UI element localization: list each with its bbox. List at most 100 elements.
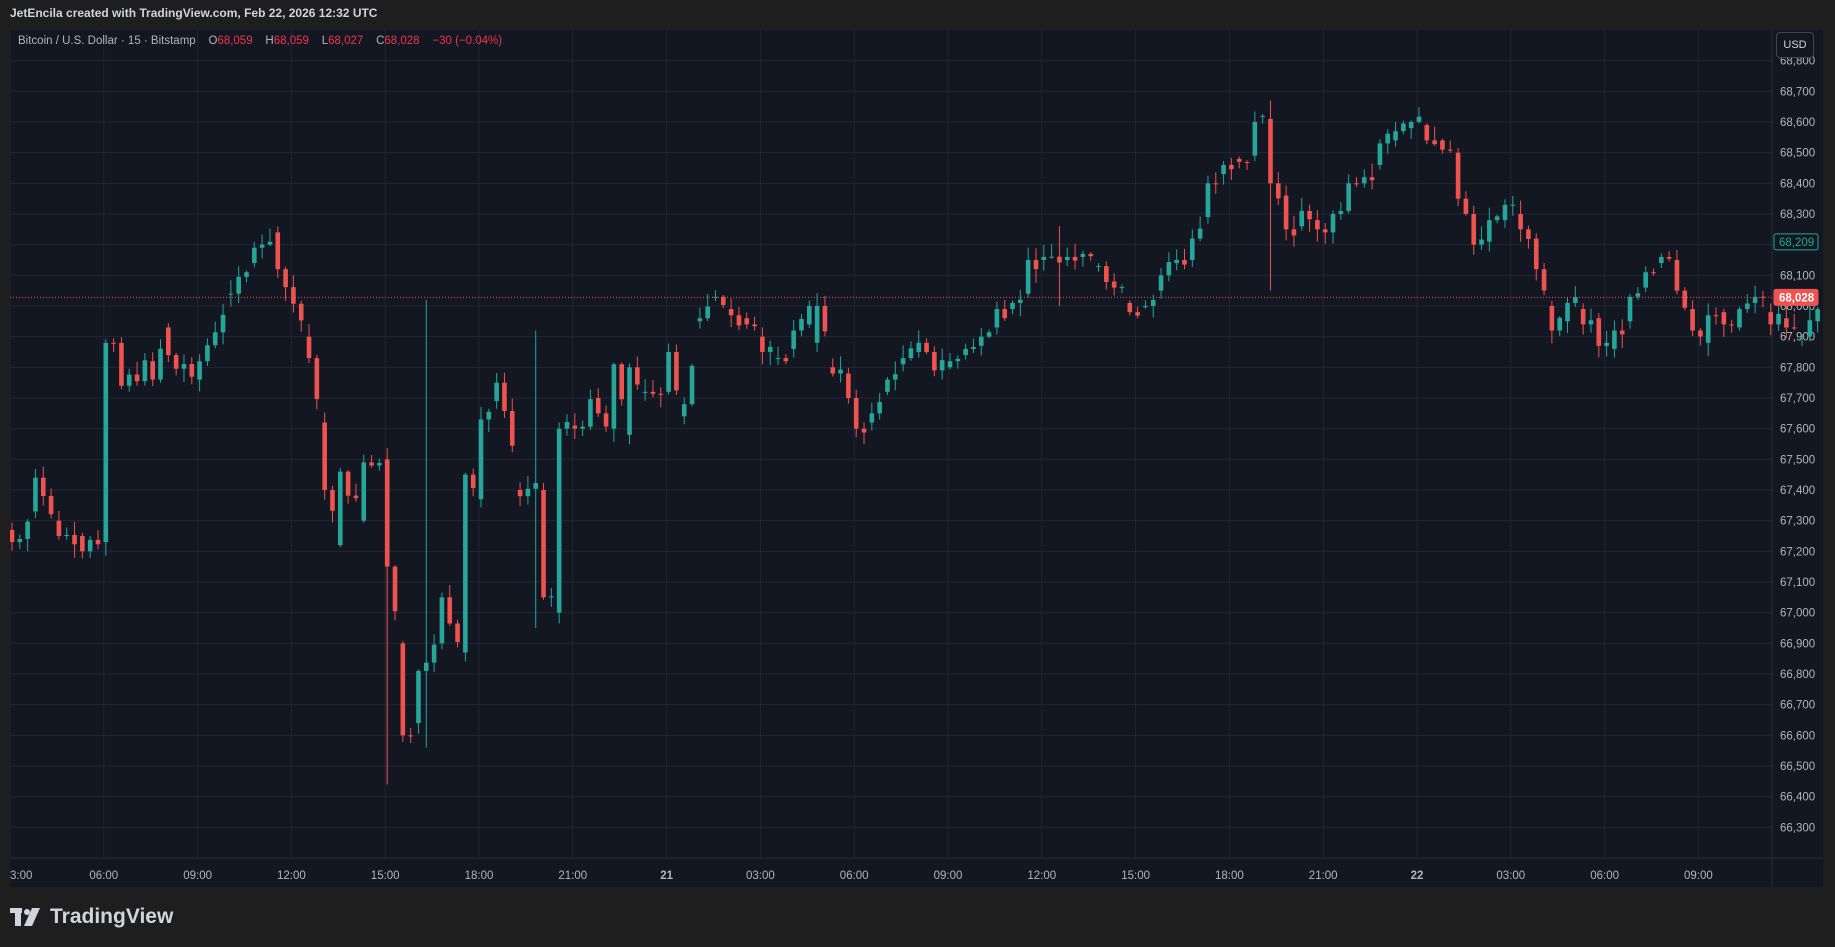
candle-body[interactable] (400, 643, 406, 736)
candle-body[interactable] (971, 346, 976, 349)
candle-body[interactable] (455, 623, 460, 643)
candle-body[interactable] (517, 490, 523, 497)
candle-body[interactable] (955, 358, 961, 362)
candle-body[interactable] (861, 428, 867, 433)
candle-body[interactable] (197, 361, 202, 380)
candle-body[interactable] (1236, 158, 1242, 162)
candle-body[interactable] (1283, 195, 1289, 230)
candle-body[interactable] (150, 361, 155, 380)
candle-body[interactable] (1260, 115, 1265, 117)
candle-body[interactable] (744, 318, 750, 325)
candle-body[interactable] (1299, 210, 1305, 227)
candle-body[interactable] (1104, 266, 1109, 282)
tradingview-brand[interactable]: TradingView (10, 905, 173, 929)
candle-body[interactable] (119, 342, 124, 386)
candle-body[interactable] (1729, 324, 1734, 326)
candle-body[interactable] (1244, 161, 1250, 163)
candle-body[interactable] (1713, 315, 1719, 317)
candle-body[interactable] (181, 364, 187, 369)
candle-body[interactable] (330, 490, 335, 511)
candle-body[interactable] (681, 404, 687, 417)
candle-body[interactable] (580, 426, 585, 429)
candle-body[interactable] (603, 413, 609, 427)
candle-body[interactable] (1682, 290, 1688, 308)
candle-body[interactable] (40, 477, 46, 497)
candle-body[interactable] (1502, 204, 1508, 221)
candle-body[interactable] (423, 662, 429, 671)
candle-body[interactable] (1705, 315, 1711, 343)
candle-body[interactable] (1033, 260, 1039, 270)
candle-body[interactable] (87, 539, 93, 552)
candle-body[interactable] (1776, 313, 1781, 325)
candle-body[interactable] (1807, 320, 1813, 337)
candle-body[interactable] (846, 373, 851, 398)
candle-body[interactable] (1150, 299, 1156, 306)
candle-body[interactable] (1018, 299, 1023, 303)
candle-body[interactable] (1604, 342, 1609, 346)
candle-body[interactable] (384, 459, 390, 567)
candle-body[interactable] (1784, 318, 1789, 328)
candle-body[interactable] (439, 597, 445, 644)
candle-body[interactable] (17, 538, 23, 543)
candle-body[interactable] (1346, 183, 1351, 211)
candle-body[interactable] (1479, 239, 1484, 245)
candle-body[interactable] (1416, 116, 1422, 122)
candle-body[interactable] (1745, 303, 1750, 310)
candle-body[interactable] (619, 364, 624, 400)
candle-body[interactable] (549, 596, 554, 598)
candle-body[interactable] (1533, 238, 1539, 270)
candle-body[interactable] (595, 398, 601, 414)
candle-body[interactable] (1135, 312, 1140, 316)
candle-body[interactable] (767, 346, 773, 352)
candle-body[interactable] (908, 348, 914, 359)
candle-body[interactable] (298, 303, 304, 321)
candle-body[interactable] (1322, 229, 1328, 233)
candle-body[interactable] (1768, 312, 1774, 325)
candle-body[interactable] (1072, 256, 1078, 261)
candle-body[interactable] (244, 272, 249, 277)
candle-body[interactable] (650, 391, 656, 394)
currency-button[interactable]: USD (1776, 32, 1814, 58)
candle-body[interactable] (1143, 306, 1148, 307)
candle-body[interactable] (1580, 309, 1586, 325)
candle-body[interactable] (1463, 198, 1469, 214)
candle-body[interactable] (892, 374, 898, 380)
candle-body[interactable] (728, 309, 734, 316)
candle-body[interactable] (1119, 287, 1125, 289)
candle-body[interactable] (275, 232, 281, 270)
candle-body[interactable] (1737, 309, 1742, 328)
candle-body[interactable] (1518, 214, 1523, 230)
candle-body[interactable] (1221, 164, 1226, 175)
candle-body[interactable] (1369, 177, 1375, 181)
candle-body[interactable] (697, 318, 703, 322)
candle-body[interactable] (635, 367, 640, 385)
candle-body[interactable] (853, 398, 859, 429)
candle-body[interactable] (1158, 275, 1164, 291)
candle-body[interactable] (10, 529, 15, 543)
candle-body[interactable] (1307, 210, 1312, 220)
candle-body[interactable] (1487, 220, 1492, 242)
candle-body[interactable] (1424, 125, 1430, 141)
candle-body[interactable] (572, 425, 578, 429)
candle-body[interactable] (736, 315, 742, 326)
candle-body[interactable] (1447, 149, 1453, 151)
candle-body[interactable] (25, 521, 30, 539)
candle-body[interactable] (142, 360, 148, 382)
candle-body[interactable] (1799, 336, 1805, 338)
candle-body[interactable] (1330, 214, 1336, 233)
candle-body[interactable] (478, 419, 484, 500)
candle-body[interactable] (95, 539, 101, 545)
candle-body[interactable] (986, 332, 992, 337)
candle-body[interactable] (564, 421, 570, 429)
candle-body[interactable] (822, 306, 828, 332)
candle-body[interactable] (900, 358, 906, 365)
candle-body[interactable] (1440, 140, 1445, 150)
candle-body[interactable] (1471, 214, 1477, 245)
candle-body[interactable] (1698, 330, 1703, 337)
candle-body[interactable] (1573, 297, 1578, 303)
candle-body[interactable] (1651, 272, 1656, 274)
candle-body[interactable] (1596, 318, 1602, 346)
candle-body[interactable] (814, 306, 820, 343)
candle-body[interactable] (1432, 140, 1437, 145)
candle-body[interactable] (353, 495, 359, 499)
